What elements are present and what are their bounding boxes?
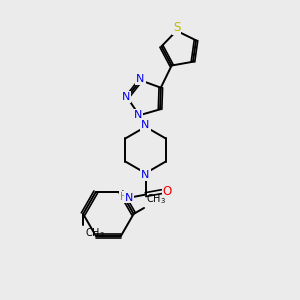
Text: S: S <box>173 21 180 34</box>
Text: CH$_3$: CH$_3$ <box>146 193 166 206</box>
Text: H: H <box>120 192 128 202</box>
Text: N: N <box>141 120 150 130</box>
Text: N: N <box>122 92 130 102</box>
Text: N: N <box>141 170 150 180</box>
Text: N: N <box>124 193 133 202</box>
Text: O: O <box>163 185 172 198</box>
Text: N: N <box>136 74 145 84</box>
Text: CH$_3$: CH$_3$ <box>85 227 105 241</box>
Text: N: N <box>134 110 142 120</box>
